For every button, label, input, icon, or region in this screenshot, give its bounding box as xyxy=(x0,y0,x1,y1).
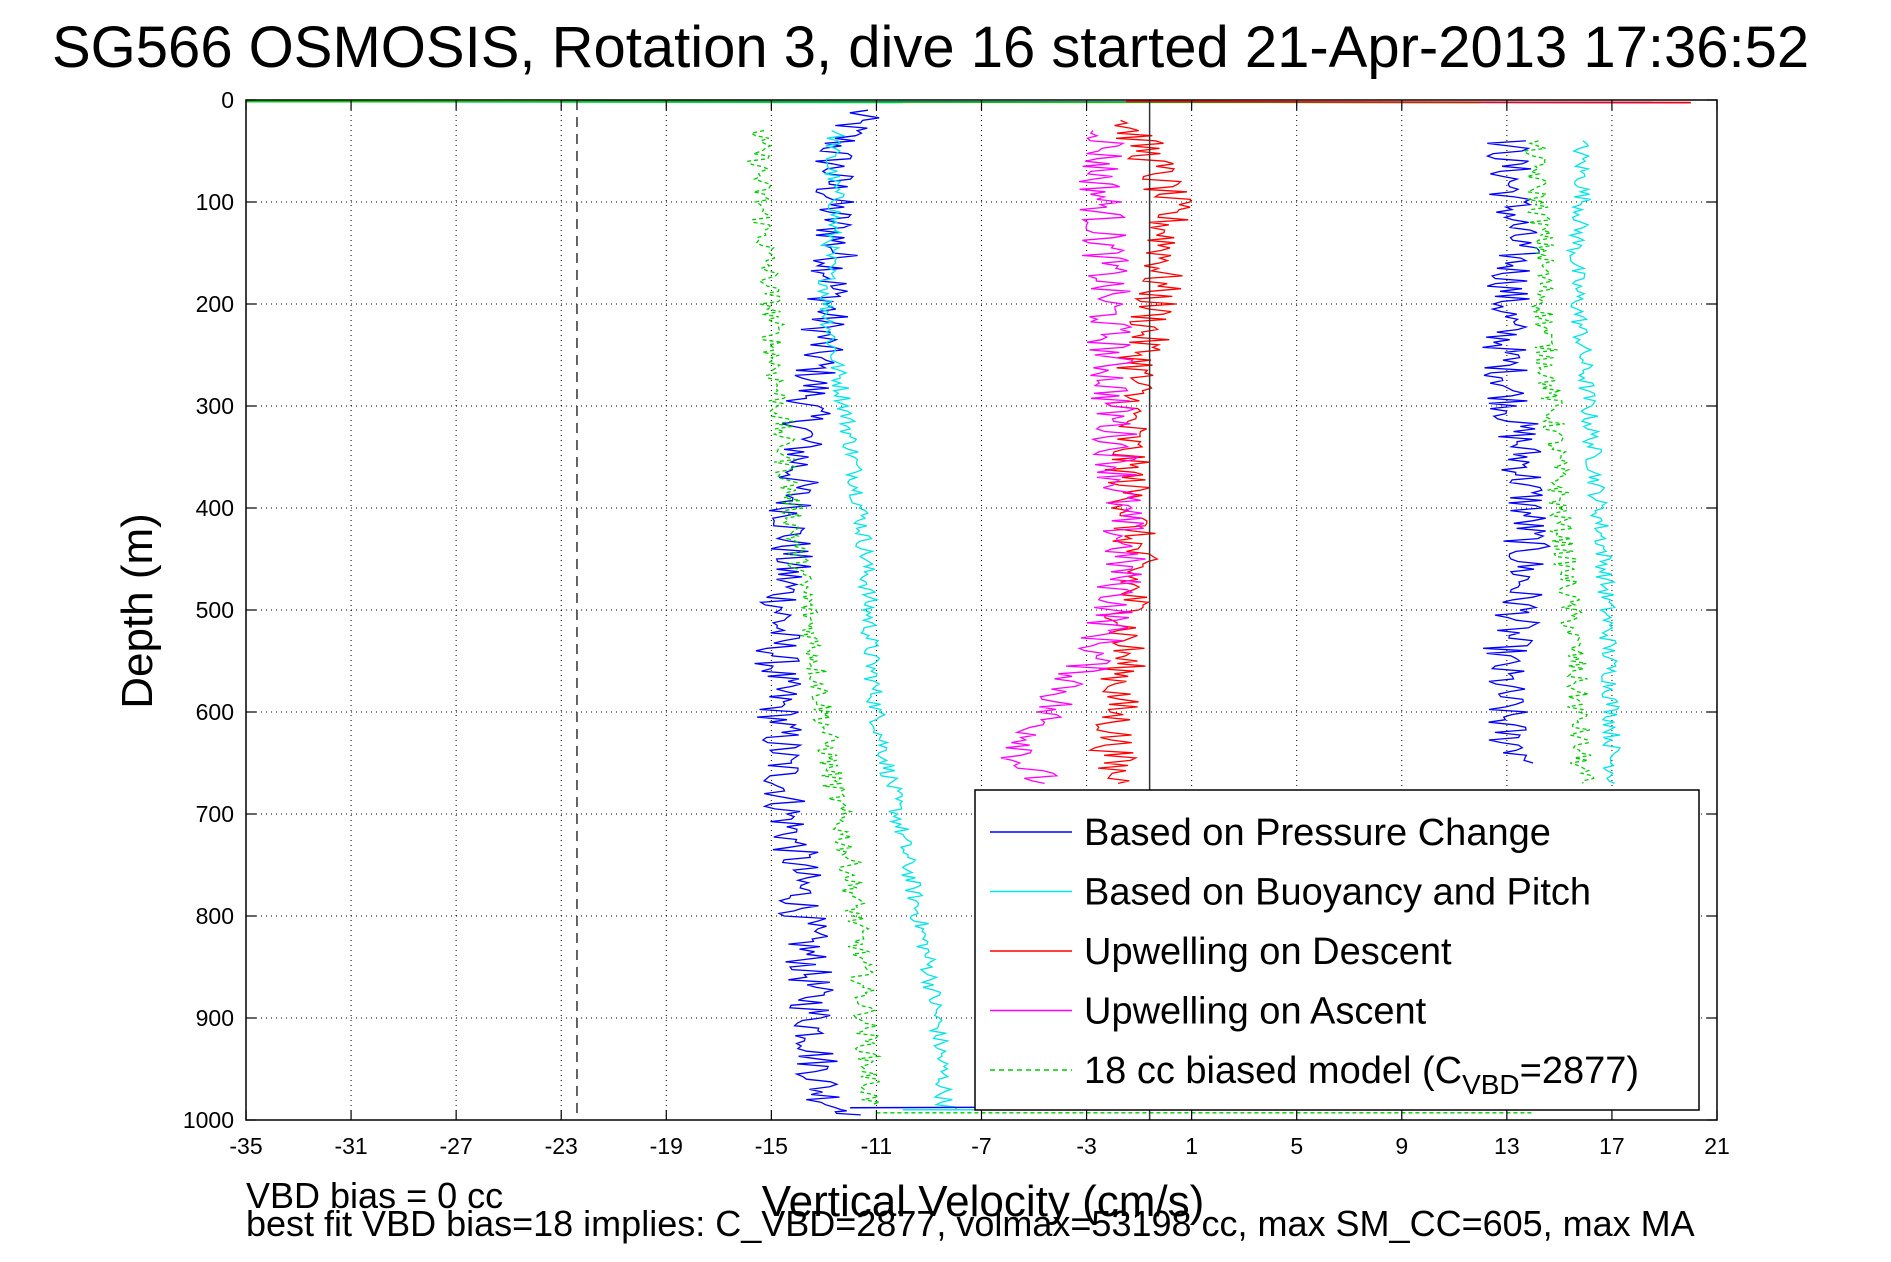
y-axis-label: Depth (m) xyxy=(113,513,162,709)
x-axis-ticks: -35 -31 -27 -23 -19 -15 -11 -7 -3 1 5 9 13 17 21 xyxy=(229,100,1730,1159)
legend-label-descent: Upwelling on Descent xyxy=(1084,931,1452,973)
series-model xyxy=(746,129,882,1106)
y-tick-label: 200 xyxy=(196,291,234,317)
legend-label-subscript: VBD xyxy=(1462,1069,1520,1100)
y-tick-label: 300 xyxy=(196,393,234,419)
legend-label-text: 18 cc biased model (C xyxy=(1084,1050,1462,1092)
series-model-ascent xyxy=(1522,140,1595,784)
x-tick-label: -35 xyxy=(229,1133,262,1159)
y-tick-label: 100 xyxy=(196,189,234,215)
legend-label-ascent: Upwelling on Ascent xyxy=(1084,991,1427,1033)
x-tick-label: 13 xyxy=(1494,1133,1520,1159)
legend-label-suffix: =2877) xyxy=(1520,1050,1639,1092)
x-axis-label: Vertical Velocity (cm/s) xyxy=(762,1177,1205,1226)
y-tick-label: 400 xyxy=(196,495,234,521)
series-pressure xyxy=(754,109,880,1116)
vbd-bias-note: VBD bias = 0 cc xyxy=(246,1175,504,1216)
series-buoyancy-ascent xyxy=(1565,140,1621,784)
series-pressure-ascent xyxy=(1482,140,1552,764)
y-tick-label: 1000 xyxy=(183,1107,234,1133)
x-tick-label: -11 xyxy=(861,1133,893,1159)
y-axis-ticks: 0 100 200 300 400 500 600 700 800 900 1000 xyxy=(183,87,1717,1133)
y-tick-label: 600 xyxy=(196,699,234,725)
chart-title: SG566 OSMOSIS, Rotation 3, dive 16 start… xyxy=(52,15,1810,80)
x-tick-label: -23 xyxy=(545,1133,578,1159)
surface-trace-descent xyxy=(1125,100,1691,104)
series-buoyancy xyxy=(816,130,958,1111)
x-tick-label: 21 xyxy=(1704,1133,1730,1159)
legend: Based on Pressure Change Based on Buoyanc… xyxy=(974,789,1700,1111)
y-tick-label: 900 xyxy=(196,1005,234,1031)
x-tick-label: -3 xyxy=(1076,1133,1096,1159)
y-tick-label: 800 xyxy=(196,903,234,929)
legend-label-text: Based on Pressure Change xyxy=(1084,812,1551,854)
y-tick-label: 0 xyxy=(221,87,234,113)
y-tick-label: 500 xyxy=(196,597,234,623)
series-descent xyxy=(1087,119,1192,785)
y-tick-label: 700 xyxy=(196,801,234,827)
x-tick-label: 9 xyxy=(1395,1133,1408,1159)
x-tick-label: -27 xyxy=(440,1133,473,1159)
legend-label-buoyancy: Based on Buoyancy and Pitch xyxy=(1084,872,1591,914)
x-tick-label: -31 xyxy=(334,1133,367,1159)
legend-box xyxy=(974,789,1700,1111)
x-tick-label: 1 xyxy=(1185,1133,1198,1159)
legend-label-text: Upwelling on Ascent xyxy=(1084,991,1427,1033)
legend-label-pressure: Based on Pressure Change xyxy=(1084,812,1551,854)
x-tick-label: 5 xyxy=(1290,1133,1303,1159)
legend-label-text: Upwelling on Descent xyxy=(1084,931,1452,973)
legend-label-model: 18 cc biased model (CVBD=2877) xyxy=(1084,1050,1639,1100)
series-ascent xyxy=(1000,130,1146,785)
x-tick-label: -15 xyxy=(755,1133,788,1159)
x-tick-label: -19 xyxy=(650,1133,683,1159)
x-tick-label: -7 xyxy=(971,1133,991,1159)
legend-label-text: Based on Buoyancy and Pitch xyxy=(1084,872,1591,914)
x-tick-label: 17 xyxy=(1599,1133,1625,1159)
best-fit-note: best fit VBD bias=18 implies: C_VBD=2877… xyxy=(246,1203,1695,1244)
